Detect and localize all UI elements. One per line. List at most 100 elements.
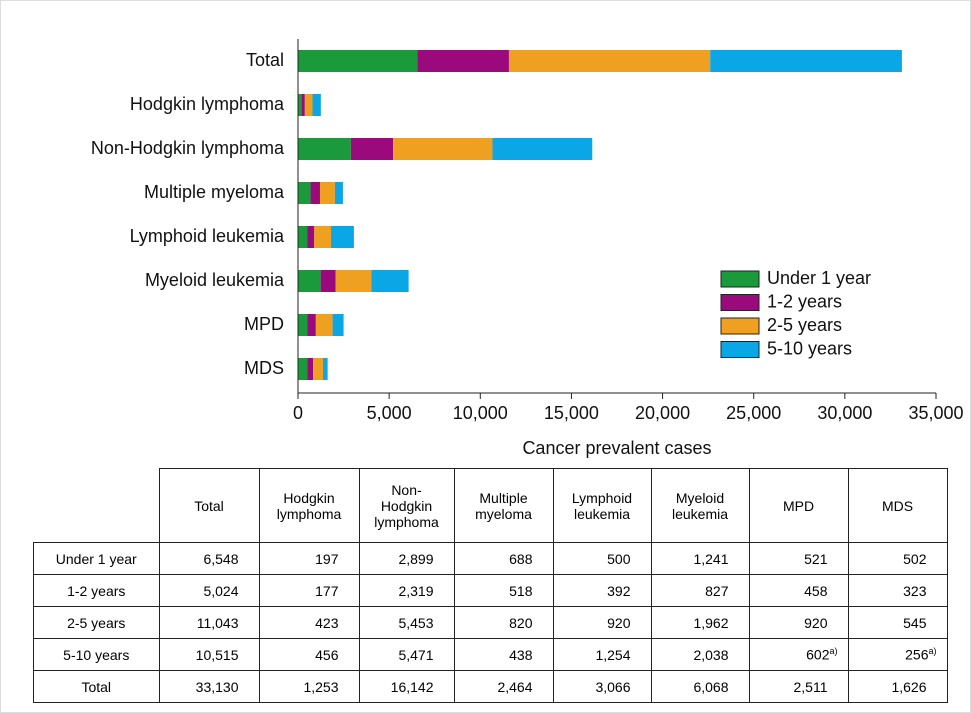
- table-cell: 820: [453, 606, 554, 639]
- table-cell: 1,253: [258, 670, 360, 703]
- bar: [307, 314, 316, 336]
- legend-swatch: [720, 317, 760, 335]
- table-cell: 256a): [847, 638, 948, 671]
- table-row: Under 1 year 6,548 197 2,899 688 500 1,241 521 5…: [33, 542, 948, 575]
- table-cell: 688: [453, 542, 554, 575]
- cell-value: 256: [905, 646, 929, 663]
- table-cell: 2,511: [748, 670, 849, 703]
- table-row: Total 33,130 1,253 16,142 2,464 3,066 6,068 2,5…: [33, 670, 948, 703]
- bar: [315, 314, 333, 336]
- y-tick-label: Non-Hodgkin lymphoma: [91, 138, 285, 158]
- legend-swatch: [720, 294, 760, 311]
- y-tick-label: Myeloid leukemia: [145, 270, 285, 290]
- bar: [307, 358, 314, 380]
- table-cell: 10,515: [158, 638, 260, 671]
- x-tick-label: 35,000: [908, 403, 963, 423]
- bar: [304, 94, 313, 116]
- table-cell: 521: [748, 542, 849, 575]
- data-table: Total Hodgkin lymphoma Non- Hodgkin lympho…: [33, 468, 948, 703]
- column-header: Multiple myeloma: [453, 468, 554, 543]
- bar: [298, 226, 308, 248]
- x-tick-label: 30,000: [817, 403, 872, 423]
- table-cell: 1,626: [847, 670, 948, 703]
- bar: [331, 226, 354, 248]
- x-tick-label: 10,000: [453, 403, 508, 423]
- table-cell: 500: [552, 542, 652, 575]
- row-label: 5-10 years: [33, 638, 160, 671]
- table-cell: 1,254: [552, 638, 652, 671]
- table-cell: 438: [453, 638, 554, 671]
- table-cell: 827: [650, 574, 750, 607]
- bar: [320, 270, 336, 292]
- table-cell: 458: [748, 574, 849, 607]
- column-header: Lymphoid leukemia: [552, 468, 652, 543]
- bar: [332, 314, 344, 336]
- x-tick-label: 20,000: [635, 403, 690, 423]
- table-cell: 920: [552, 606, 652, 639]
- column-header: Total: [158, 468, 260, 543]
- header-row: Total Hodgkin lymphoma Non- Hodgkin lympho…: [33, 468, 948, 543]
- table-cell: 1,962: [650, 606, 750, 639]
- bar: [313, 358, 323, 380]
- cell-value: 602: [806, 646, 830, 663]
- table-cell: 5,024: [158, 574, 260, 607]
- table-cell: 1,241: [650, 542, 750, 575]
- y-tick-label: Multiple myeloma: [144, 182, 285, 202]
- y-tick-label: Hodgkin lymphoma: [130, 94, 285, 114]
- footnote-mark: a): [928, 646, 937, 657]
- row-label: Total: [33, 670, 160, 703]
- column-header: Myeloid leukemia: [650, 468, 750, 543]
- bar: [298, 182, 311, 204]
- bar: [508, 50, 711, 72]
- table-cell: 602a): [748, 638, 849, 671]
- bar: [298, 270, 321, 292]
- x-axis-label: Cancer prevalent cases: [522, 438, 711, 458]
- table-cell: 6,068: [650, 670, 750, 703]
- table-cell: 197: [258, 542, 360, 575]
- x-tick-label: 0: [293, 403, 303, 423]
- table-cell: 920: [748, 606, 849, 639]
- table-row: 2-5 years 11,043 423 5,453 820 920 1,962 920 545: [33, 606, 948, 639]
- table-cell: 2,319: [358, 574, 455, 607]
- column-header: Non- Hodgkin lymphoma: [358, 468, 455, 543]
- bar: [492, 138, 593, 160]
- table-cell: 11,043: [158, 606, 260, 639]
- row-label: Under 1 year: [33, 542, 160, 575]
- table-row: 1-2 years 5,024 177 2,319 518 392 827 458 323: [33, 574, 948, 607]
- footnote-mark: a): [829, 646, 838, 657]
- legend-label: 2-5 years: [767, 315, 842, 335]
- table-cell: 3,066: [552, 670, 652, 703]
- bar: [319, 182, 335, 204]
- bar: [298, 314, 308, 336]
- bar: [322, 358, 328, 380]
- bar: [298, 50, 418, 72]
- table-cell: 6,548: [158, 542, 260, 575]
- bar: [298, 138, 351, 160]
- bar: [314, 226, 332, 248]
- y-tick-label: Lymphoid leukemia: [130, 226, 285, 246]
- legend-label: 5-10 years: [767, 338, 852, 358]
- legend-swatch: [720, 270, 760, 288]
- legend-swatch: [720, 341, 760, 358]
- bar: [335, 270, 372, 292]
- bar: [298, 358, 308, 380]
- bar: [350, 138, 394, 160]
- table-cell: 33,130: [158, 670, 260, 703]
- bar: [307, 226, 315, 248]
- table-cell: 16,142: [358, 670, 455, 703]
- table-cell: 392: [552, 574, 652, 607]
- bar: [298, 94, 302, 116]
- row-label: 1-2 years: [33, 574, 160, 607]
- table-cell: 545: [847, 606, 948, 639]
- bar: [710, 50, 902, 72]
- table-cell: 2,038: [650, 638, 750, 671]
- table-cell: 2,464: [453, 670, 554, 703]
- table-cell: 502: [847, 542, 948, 575]
- column-header: MPD: [748, 468, 849, 543]
- table-cell: 2,899: [358, 542, 455, 575]
- bar: [312, 94, 321, 116]
- y-tick-label: MPD: [244, 314, 284, 334]
- corner-cell: [33, 468, 160, 543]
- column-header: MDS: [847, 468, 948, 543]
- bar: [301, 94, 305, 116]
